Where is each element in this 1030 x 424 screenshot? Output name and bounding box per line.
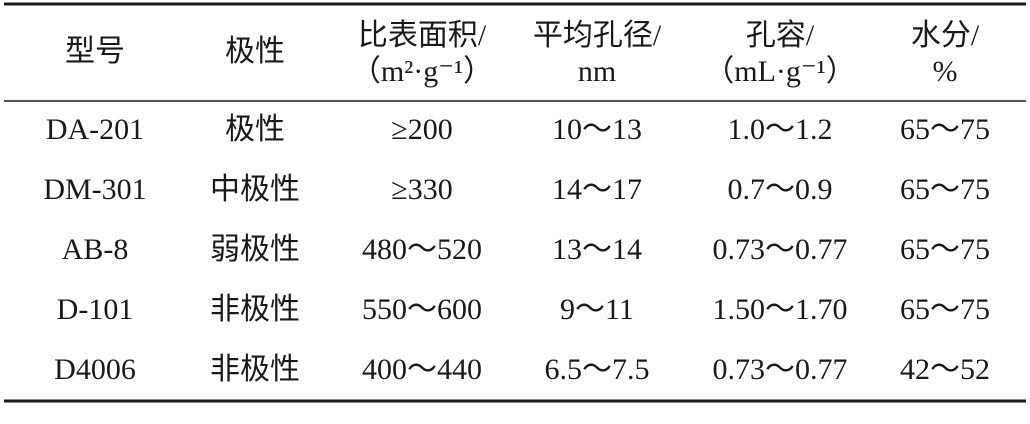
cell: 6.5～7.5 xyxy=(545,353,650,386)
cell: DA-201 xyxy=(46,113,144,146)
cell: 1.50～1.70 xyxy=(713,293,848,326)
cell: 65～75 xyxy=(900,293,990,326)
cell: 10～13 xyxy=(552,113,642,146)
cell: 480～520 xyxy=(362,233,482,266)
header-cell: 孔容/ xyxy=(746,19,815,52)
cell: 0.7～0.9 xyxy=(728,173,833,206)
cell: 弱极性 xyxy=(210,233,300,266)
cell: 65～75 xyxy=(900,173,990,206)
header-cell: （m²·g⁻¹） xyxy=(351,55,493,88)
cell: 65～75 xyxy=(900,113,990,146)
cell: 13～14 xyxy=(552,233,642,266)
cell: 1.0～1.2 xyxy=(728,113,833,146)
cell: 550～600 xyxy=(362,293,482,326)
cell: 中极性 xyxy=(210,173,300,206)
header-cell: 比表面积/ xyxy=(358,19,487,52)
cell: D4006 xyxy=(54,353,136,386)
cell: AB-8 xyxy=(62,233,129,266)
header-cell: 型号 xyxy=(65,35,125,68)
cell: ≥330 xyxy=(391,173,452,206)
cell: DM-301 xyxy=(43,173,146,206)
header-cell: nm xyxy=(578,55,616,88)
header-cell: 水分/ xyxy=(911,19,980,52)
cell: 0.73～0.77 xyxy=(713,353,848,386)
cell: 非极性 xyxy=(210,293,300,326)
header-cell: （mL·g⁻¹） xyxy=(704,55,855,88)
cell: 42～52 xyxy=(900,353,990,386)
cell: 14～17 xyxy=(552,173,642,206)
cell: 极性 xyxy=(225,113,285,146)
cell: ≥200 xyxy=(391,113,452,146)
cell: D-101 xyxy=(57,293,134,326)
cell: 65～75 xyxy=(900,233,990,266)
header-cell: % xyxy=(933,55,958,88)
cell: 0.73～0.77 xyxy=(713,233,848,266)
cell: 非极性 xyxy=(210,353,300,386)
header-cell: 极性 xyxy=(225,35,285,68)
cell: 400～440 xyxy=(362,353,482,386)
header-cell: 平均孔径/ xyxy=(533,19,662,52)
cell: 9～11 xyxy=(560,293,634,326)
